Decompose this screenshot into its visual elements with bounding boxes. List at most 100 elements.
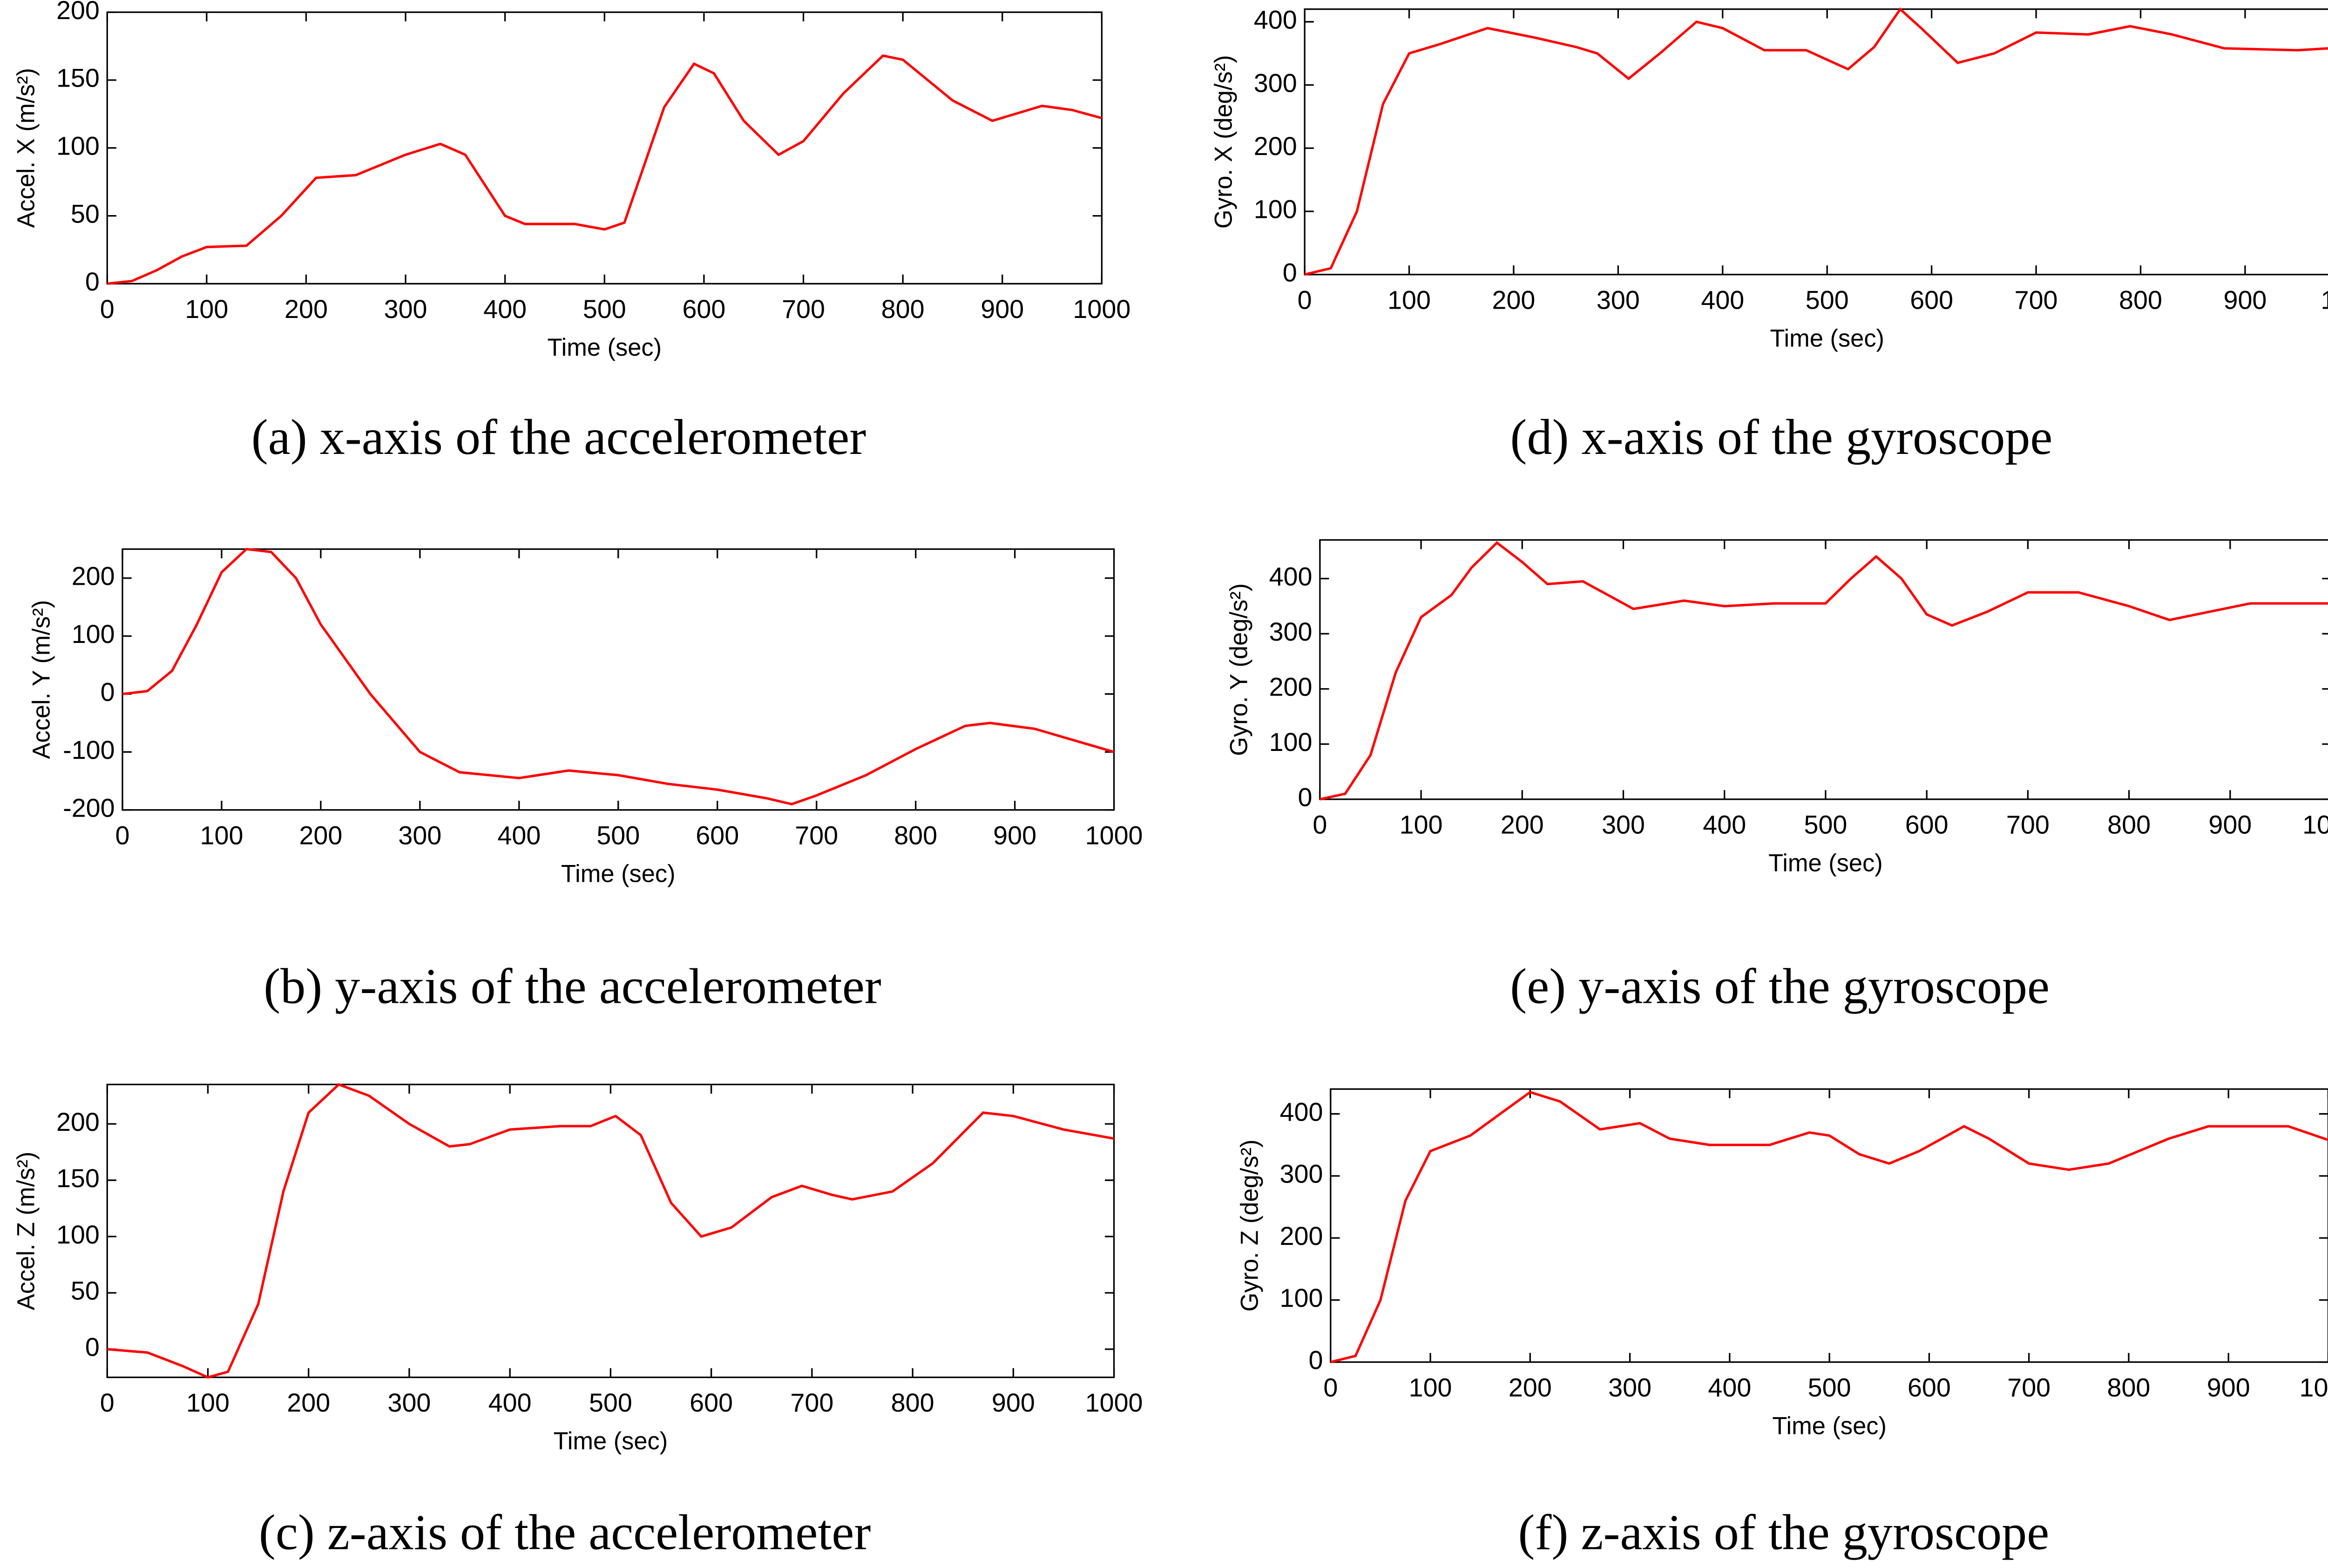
plot-area bbox=[106, 1083, 1115, 1379]
x-tick-label: 900 bbox=[2207, 1373, 2250, 1402]
x-axis-label: Time (sec) bbox=[1770, 325, 1884, 352]
x-tick-label: 200 bbox=[284, 295, 328, 324]
x-tick-label: 800 bbox=[894, 821, 937, 850]
y-axis-label: Accel. Z (m/s²) bbox=[13, 1152, 40, 1311]
x-tick-label: 300 bbox=[1608, 1373, 1651, 1402]
y-tick-label: 200 bbox=[1254, 132, 1297, 161]
data-line bbox=[107, 54, 1103, 285]
x-tick-label: 400 bbox=[497, 821, 541, 850]
x-tick-label: 400 bbox=[1708, 1373, 1751, 1402]
x-tick-label: 0 bbox=[1313, 810, 1327, 839]
y-tick-label: -200 bbox=[63, 793, 115, 822]
x-tick-label: 100 bbox=[200, 821, 244, 850]
x-tick-label: 300 bbox=[1602, 810, 1645, 839]
y-tick-label: 0 bbox=[85, 267, 100, 296]
x-tick-label: 600 bbox=[1905, 810, 1949, 839]
caption: (e) y-axis of the gyroscope bbox=[1510, 959, 2050, 1014]
x-tick-label: 100 bbox=[1400, 810, 1443, 839]
x-tick-label: 800 bbox=[891, 1388, 934, 1417]
x-tick-label: 800 bbox=[881, 295, 925, 324]
x-tick-label: 400 bbox=[1703, 810, 1746, 839]
data-line bbox=[107, 1083, 1115, 1379]
x-tick-label: 600 bbox=[1910, 285, 1953, 314]
x-tick-label: 400 bbox=[483, 295, 527, 324]
y-tick-label: 150 bbox=[56, 64, 100, 93]
x-axis-label: Time (sec) bbox=[1768, 850, 1883, 877]
plot-area bbox=[122, 548, 1115, 811]
x-tick-label: 900 bbox=[992, 1388, 1035, 1417]
y-tick-label: 400 bbox=[1254, 6, 1297, 34]
y-axis-label: Accel. Y (m/s²) bbox=[28, 600, 55, 759]
plot-area bbox=[1304, 8, 2328, 276]
data-line bbox=[1320, 541, 2328, 801]
x-tick-label: 800 bbox=[2107, 810, 2151, 839]
x-tick-label: 300 bbox=[1597, 285, 1640, 314]
x-tick-label: 0 bbox=[100, 295, 115, 324]
y-tick-label: 400 bbox=[1280, 1097, 1323, 1126]
x-axis-label: Time (sec) bbox=[561, 860, 676, 887]
x-tick-label: 700 bbox=[2006, 810, 2050, 839]
x-tick-label: 100 bbox=[1387, 285, 1431, 314]
x-tick-label: 700 bbox=[2015, 285, 2058, 314]
caption: (f) z-axis of the gyroscope bbox=[1518, 1505, 2050, 1560]
x-tick-label: 200 bbox=[287, 1388, 330, 1417]
y-tick-label: 0 bbox=[1308, 1345, 1323, 1374]
x-tick-label: 800 bbox=[2119, 285, 2162, 314]
x-tick-label: 700 bbox=[782, 295, 825, 324]
x-tick-label: 900 bbox=[2208, 810, 2252, 839]
y-axis-label: Accel. X (m/s²) bbox=[13, 68, 40, 228]
x-tick-label: 200 bbox=[1492, 285, 1536, 314]
x-tick-label: 700 bbox=[795, 821, 838, 850]
x-tick-label: 900 bbox=[981, 295, 1024, 324]
x-tick-label: 600 bbox=[1908, 1373, 1951, 1402]
y-tick-label: 300 bbox=[1254, 68, 1297, 97]
caption: (d) x-axis of the gyroscope bbox=[1510, 410, 2053, 465]
x-tick-label: 700 bbox=[790, 1388, 833, 1417]
y-axis-label: Gyro. X (deg/s²) bbox=[1211, 55, 1238, 229]
data-line bbox=[1304, 7, 2328, 276]
caption: (a) x-axis of the accelerometer bbox=[251, 410, 866, 465]
y-tick-label: 200 bbox=[1280, 1222, 1323, 1250]
y-tick-label: 200 bbox=[56, 1108, 100, 1136]
y-axis-label: Gyro. Z (deg/s²) bbox=[1236, 1140, 1263, 1312]
x-tick-label: 0 bbox=[1298, 285, 1312, 314]
x-tick-label: 0 bbox=[1323, 1373, 1338, 1402]
x-tick-label: 200 bbox=[1501, 810, 1544, 839]
y-tick-label: 100 bbox=[1269, 728, 1313, 757]
x-tick-label: 1000 bbox=[1085, 1388, 1143, 1417]
y-tick-label: 50 bbox=[71, 199, 100, 228]
y-tick-label: 400 bbox=[1269, 562, 1313, 591]
x-tick-label: 1000 bbox=[2300, 1373, 2328, 1402]
x-tick-label: 600 bbox=[682, 295, 725, 324]
x-tick-label: 500 bbox=[583, 295, 626, 324]
plot-area bbox=[1319, 539, 2328, 800]
x-tick-label: 200 bbox=[1509, 1373, 1552, 1402]
data-line bbox=[122, 547, 1115, 805]
x-tick-label: 400 bbox=[1701, 285, 1744, 314]
x-tick-label: 500 bbox=[1804, 810, 1847, 839]
x-tick-label: 1000 bbox=[2302, 810, 2328, 839]
x-tick-label: 1000 bbox=[1073, 295, 1130, 324]
y-tick-label: 0 bbox=[1298, 783, 1313, 811]
x-tick-label: 300 bbox=[398, 821, 441, 850]
plot-area bbox=[106, 11, 1103, 285]
x-tick-label: 700 bbox=[2007, 1373, 2051, 1402]
x-tick-label: 300 bbox=[384, 295, 427, 324]
y-tick-label: 100 bbox=[1280, 1284, 1323, 1312]
y-tick-label: 200 bbox=[72, 561, 115, 590]
y-tick-label: 0 bbox=[1283, 258, 1297, 287]
x-tick-label: 400 bbox=[488, 1388, 532, 1417]
caption: (c) z-axis of the accelerometer bbox=[259, 1505, 871, 1560]
x-tick-label: 500 bbox=[1806, 285, 1849, 314]
x-axis-label: Time (sec) bbox=[554, 1428, 668, 1455]
y-tick-label: 100 bbox=[56, 132, 100, 161]
x-tick-label: 900 bbox=[2223, 285, 2267, 314]
x-tick-label: 100 bbox=[185, 295, 228, 324]
y-tick-label: 150 bbox=[56, 1164, 100, 1193]
caption: (b) y-axis of the accelerometer bbox=[264, 959, 881, 1014]
x-tick-label: 0 bbox=[100, 1388, 115, 1417]
y-axis-label: Gyro. Y (deg/s²) bbox=[1225, 583, 1252, 756]
y-tick-label: 0 bbox=[101, 677, 115, 706]
data-line bbox=[1330, 1091, 2328, 1364]
